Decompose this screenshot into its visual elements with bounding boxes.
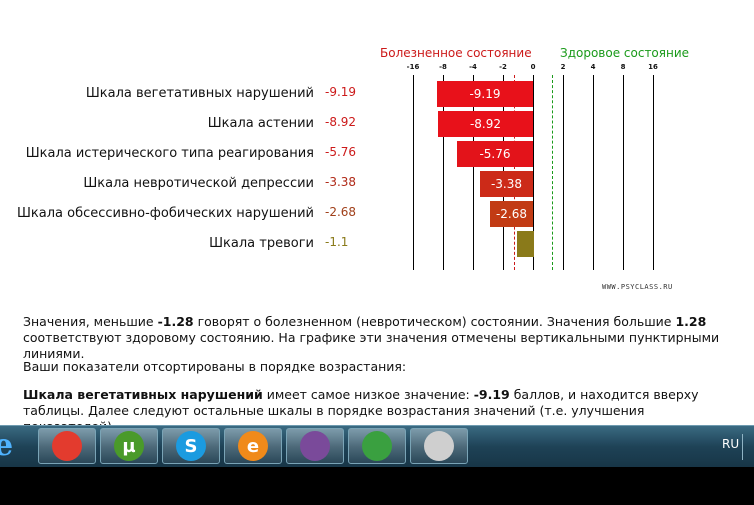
header-good-state: Здоровое состояние [560, 46, 690, 60]
p1-threshold-high: 1.28 [675, 314, 707, 329]
tor-icon [300, 431, 330, 461]
tick-label: 4 [590, 63, 596, 71]
bar: -2.68 [490, 201, 533, 227]
gridline [563, 75, 564, 270]
site-credit: WWW.PSYCLASS.RU [602, 283, 673, 291]
bar-label: -2.68 [495, 207, 528, 221]
language-indicator[interactable]: RU [722, 437, 740, 451]
tick-label: 8 [620, 63, 626, 71]
p1-threshold-low: -1.28 [157, 314, 194, 329]
lowest-scale-name: Шкала вегетативных нарушений [23, 387, 263, 402]
bar [517, 231, 534, 257]
taskbar-button-ie-alt[interactable]: e [224, 428, 282, 464]
utorrent-icon: µ [114, 431, 144, 461]
bar-label: -8.92 [469, 117, 502, 131]
skype-icon: S [176, 431, 206, 461]
scale-label: Шкала тревоги [209, 236, 314, 251]
scale-label: Шкала истерического типа реагирования [25, 146, 314, 161]
bar: -8.92 [438, 111, 533, 137]
gridline [653, 75, 654, 270]
camera-icon [424, 431, 454, 461]
scale-label: Шкала вегетативных нарушений [85, 86, 314, 101]
taskbar-button-utorrent[interactable]: µ [100, 428, 158, 464]
scale-value: -5.76 [325, 145, 357, 159]
p1-text-a: Значения, меньшие [23, 314, 158, 329]
scale-label: Шкала обсессивно-фобических нарушений [17, 206, 314, 221]
p3-text-b: имеет самое низкое значение: [262, 387, 474, 402]
sorted-note: Ваши показатели отсортированы в порядке … [23, 359, 407, 374]
gridline [413, 75, 414, 270]
taskbar-button-network[interactable] [348, 428, 406, 464]
show-desktop-button[interactable] [742, 434, 754, 460]
scale-value: -1.1 [325, 235, 349, 249]
bar: -9.19 [437, 81, 533, 107]
tick-label: -8 [439, 63, 447, 71]
scale-value: -2.68 [325, 205, 357, 219]
threshold-line-high [552, 75, 553, 270]
neurosis-chart: Болезненное состояние Здоровое состояние… [17, 46, 690, 291]
screen-bottom-area [0, 467, 754, 505]
gridline [623, 75, 624, 270]
tick-label: 2 [560, 63, 566, 71]
bar-label: -5.76 [479, 147, 511, 161]
bar: -3.38 [480, 171, 533, 197]
scale-value: -3.38 [325, 175, 357, 189]
gridline [593, 75, 594, 270]
scale-label: Шкала астении [207, 116, 314, 131]
gridline [443, 75, 444, 270]
bar: -5.76 [457, 141, 533, 167]
p1-text-c: говорят о болезненном (невротическом) со… [193, 314, 676, 329]
tick-label: -2 [499, 63, 507, 71]
lowest-scale-value: -9.19 [473, 387, 510, 402]
header-bad-state: Болезненное состояние [380, 46, 532, 60]
bar-label: -3.38 [490, 177, 523, 191]
taskbar-button-tor[interactable] [286, 428, 344, 464]
info-paragraph: Значения, меньшие -1.28 говорят о болезн… [23, 314, 739, 362]
p1-text-e: соответствуют здоровому состоянию. На гр… [23, 330, 720, 361]
taskbar-button-chrome[interactable] [38, 428, 96, 464]
scale-value: -8.92 [325, 115, 357, 129]
browser-page: Болезненное состояние Здоровое состояние… [17, 46, 739, 434]
gridline [473, 75, 474, 270]
ie-alt-icon: e [238, 431, 268, 461]
network-icon [362, 431, 392, 461]
ie-icon[interactable]: e [0, 428, 14, 463]
taskbar-button-camera[interactable] [410, 428, 468, 464]
taskbar-button-skype[interactable]: S [162, 428, 220, 464]
tick-label: -4 [469, 63, 477, 71]
tick-label: -16 [406, 63, 420, 71]
scale-value: -9.19 [325, 85, 357, 99]
scale-label: Шкала невротической депрессии [83, 176, 314, 191]
tick-label: 16 [648, 63, 658, 71]
gridline [533, 75, 534, 270]
bar-label: -9.19 [469, 87, 501, 101]
tick-label: 0 [530, 63, 536, 71]
chrome-icon [52, 431, 82, 461]
